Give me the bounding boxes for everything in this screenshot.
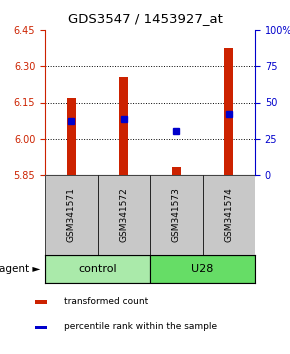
Text: GSM341573: GSM341573 xyxy=(172,188,181,242)
Text: GSM341571: GSM341571 xyxy=(67,188,76,242)
Bar xyxy=(202,175,255,255)
Bar xyxy=(66,98,76,175)
Bar xyxy=(45,255,150,283)
Bar xyxy=(150,175,202,255)
Bar xyxy=(35,300,47,304)
Text: transformed count: transformed count xyxy=(64,297,148,306)
Bar xyxy=(224,48,233,175)
Text: GSM341572: GSM341572 xyxy=(119,188,128,242)
Text: GSM341574: GSM341574 xyxy=(224,188,233,242)
Bar xyxy=(119,77,128,175)
Bar xyxy=(171,166,181,175)
Text: agent ►: agent ► xyxy=(0,264,40,274)
Text: U28: U28 xyxy=(191,264,214,274)
Bar xyxy=(35,326,47,330)
Bar xyxy=(97,175,150,255)
Text: control: control xyxy=(78,264,117,274)
Bar xyxy=(45,175,97,255)
Bar xyxy=(150,255,255,283)
Text: GDS3547 / 1453927_at: GDS3547 / 1453927_at xyxy=(68,12,222,25)
Text: percentile rank within the sample: percentile rank within the sample xyxy=(64,322,217,331)
